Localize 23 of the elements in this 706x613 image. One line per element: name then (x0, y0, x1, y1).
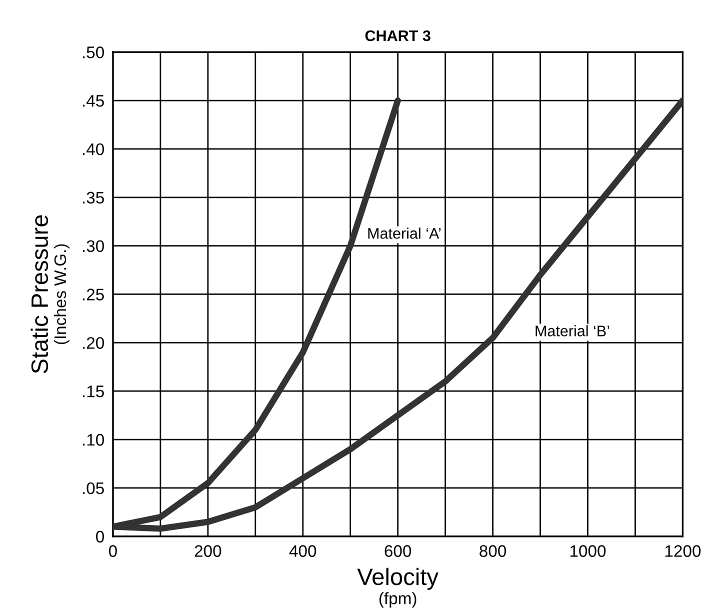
y-tick-label: .50 (82, 46, 104, 58)
x-tick-label: 400 (289, 545, 316, 557)
y-tick-label: .10 (82, 434, 104, 446)
x-tick-label: 600 (384, 545, 412, 557)
y-tick-label: .35 (82, 192, 104, 204)
chart-title: CHART 3 (365, 30, 430, 42)
y-tick-label: .45 (82, 95, 104, 107)
series-label: Material ‘B’ (536, 325, 610, 336)
y-tick-label: .05 (82, 482, 104, 494)
y-tick-label: 0 (96, 530, 104, 543)
y-tick-label: .30 (82, 240, 104, 252)
x-tick-label: 1000 (570, 545, 606, 557)
x-tick-label: 800 (480, 545, 506, 557)
x-tick-label: 0 (108, 545, 117, 557)
y-tick-label: .40 (82, 143, 104, 156)
x-tick-label: 1200 (665, 545, 701, 557)
y-tick-label: .15 (82, 386, 104, 398)
y-axis-title: Static Pressure (Inches W.G.) (30, 215, 70, 374)
y-tick-label: .20 (82, 337, 104, 349)
x-axis-title: Velocity (fpm) (357, 568, 438, 608)
x-tick-label: 200 (194, 545, 222, 557)
y-tick-label: .25 (82, 288, 104, 300)
series-label: Material ‘A’ (368, 228, 441, 239)
